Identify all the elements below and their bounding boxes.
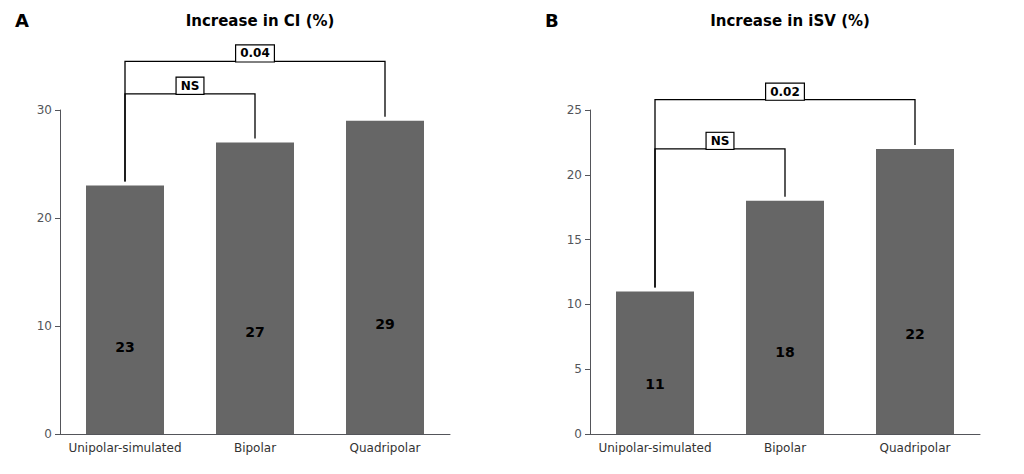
- svg-text:30: 30: [37, 103, 52, 117]
- svg-text:10: 10: [37, 319, 52, 333]
- svg-text:5: 5: [574, 362, 582, 376]
- svg-text:15: 15: [567, 233, 582, 247]
- svg-text:23: 23: [115, 339, 134, 355]
- svg-text:20: 20: [567, 168, 582, 182]
- svg-text:Increase in iSV (%): Increase in iSV (%): [710, 12, 870, 30]
- svg-text:0.04: 0.04: [240, 46, 270, 60]
- svg-text:0.02: 0.02: [770, 85, 800, 99]
- svg-text:NS: NS: [181, 79, 200, 93]
- svg-text:10: 10: [567, 297, 582, 311]
- svg-text:B: B: [545, 10, 559, 31]
- svg-text:Quadripolar: Quadripolar: [350, 441, 421, 455]
- svg-text:A: A: [15, 10, 29, 31]
- svg-text:27: 27: [245, 324, 264, 340]
- svg-text:0: 0: [574, 427, 582, 441]
- svg-text:Bipolar: Bipolar: [764, 441, 806, 455]
- svg-text:Unipolar-simulated: Unipolar-simulated: [68, 441, 181, 455]
- svg-text:Increase in CI (%): Increase in CI (%): [186, 12, 335, 30]
- svg-text:20: 20: [37, 211, 52, 225]
- svg-text:22: 22: [905, 326, 924, 342]
- svg-text:0: 0: [44, 427, 52, 441]
- svg-text:Quadripolar: Quadripolar: [880, 441, 951, 455]
- svg-text:18: 18: [775, 344, 794, 360]
- svg-text:Bipolar: Bipolar: [234, 441, 276, 455]
- svg-text:Unipolar-simulated: Unipolar-simulated: [598, 441, 711, 455]
- svg-text:29: 29: [375, 316, 394, 332]
- svg-text:25: 25: [567, 103, 582, 117]
- svg-text:NS: NS: [711, 134, 730, 148]
- svg-text:11: 11: [645, 376, 664, 392]
